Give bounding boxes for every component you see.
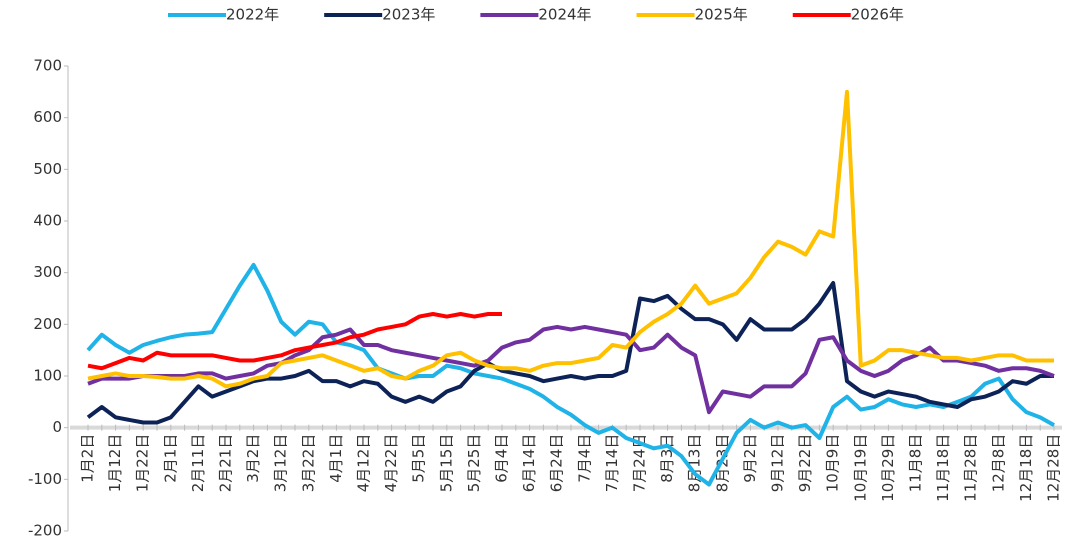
x-tick-label: 12月28日 <box>1045 434 1063 502</box>
y-tick-label: 0 <box>52 418 62 436</box>
y-tick-label: 600 <box>33 108 62 126</box>
x-tick-label: 8月3日 <box>658 434 676 483</box>
x-tick-label: 3月22日 <box>299 434 317 493</box>
x-tick-label: 1月12日 <box>106 434 124 493</box>
legend-label: 2026年 <box>851 6 904 24</box>
series-line <box>86 281 1054 425</box>
x-tick-label: 11月28日 <box>962 434 980 502</box>
y-tick-label: 300 <box>33 263 62 281</box>
x-tick-label: 9月22日 <box>796 434 814 493</box>
x-tick-label: 3月2日 <box>244 434 262 483</box>
x-tick-label: 5月5日 <box>410 434 428 483</box>
x-tick-label: 7月24日 <box>631 434 649 493</box>
y-tick-label: -100 <box>28 470 62 488</box>
series-line <box>87 89 1054 389</box>
x-tick-label: 4月22日 <box>382 434 400 493</box>
x-tick-label: 2月21日 <box>217 434 235 493</box>
x-tick-label: 11月8日 <box>907 434 925 493</box>
x-tick-label: 6月24日 <box>548 434 566 493</box>
legend-label: 2024年 <box>538 6 591 24</box>
x-tick-label: 11月18日 <box>934 434 952 502</box>
x-tick-label: 4月12日 <box>355 434 373 493</box>
series-line <box>86 262 1055 487</box>
x-tick-label: 5月25日 <box>465 434 483 493</box>
x-tick-label: 12月18日 <box>1017 434 1035 502</box>
x-tick-label: 9月2日 <box>741 434 759 483</box>
x-tick-label: 1月22日 <box>134 434 152 493</box>
y-tick-label: 400 <box>33 212 62 230</box>
x-tick-label: 6月4日 <box>493 434 511 483</box>
y-tick-label: -200 <box>28 522 62 540</box>
series-line <box>87 312 502 371</box>
x-tick-label: 5月15日 <box>437 434 455 493</box>
x-tick-label: 4月1日 <box>327 434 345 483</box>
x-tick-label: 12月8日 <box>989 434 1007 493</box>
y-tick-label: 200 <box>33 315 62 333</box>
x-tick-label: 3月12日 <box>272 434 290 493</box>
series-line <box>87 324 1055 415</box>
legend-label: 2025年 <box>695 6 748 24</box>
y-tick-label: 100 <box>33 367 62 385</box>
legend-label: 2023年 <box>382 6 435 24</box>
x-tick-label: 9月12日 <box>769 434 787 493</box>
x-tick-label: 1月2日 <box>79 434 97 483</box>
x-tick-label: 2月11日 <box>189 434 207 493</box>
x-tick-label: 10月29日 <box>879 434 897 502</box>
x-tick-label: 10月19日 <box>851 434 869 502</box>
y-tick-label: 700 <box>33 57 62 75</box>
x-tick-label: 10月9日 <box>824 434 842 493</box>
x-tick-label: 7月14日 <box>603 434 621 493</box>
x-tick-label: 2月1日 <box>161 434 179 483</box>
legend-label: 2022年 <box>226 6 279 24</box>
x-tick-label: 6月14日 <box>520 434 538 493</box>
y-tick-label: 500 <box>33 160 62 178</box>
x-tick-label: 7月4日 <box>575 434 593 483</box>
